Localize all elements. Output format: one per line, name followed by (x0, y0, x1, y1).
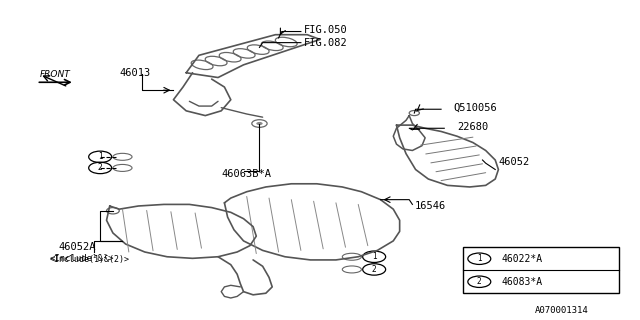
Text: 46052A: 46052A (59, 242, 96, 252)
Text: A070001314: A070001314 (535, 306, 589, 315)
Text: 2: 2 (477, 277, 482, 286)
Text: 2: 2 (372, 265, 376, 274)
Text: 16546: 16546 (414, 201, 445, 211)
Text: 46022*A: 46022*A (502, 254, 543, 264)
Text: 46052: 46052 (499, 156, 530, 167)
Text: 2: 2 (98, 164, 102, 172)
Text: 1: 1 (372, 252, 376, 261)
Text: 22680: 22680 (457, 122, 488, 132)
Text: 1: 1 (98, 152, 102, 161)
Text: <Include¹&²>: <Include¹&²> (49, 254, 114, 263)
Text: 46013: 46013 (120, 68, 151, 78)
Text: FIG.050: FIG.050 (304, 25, 348, 35)
Text: 46083*A: 46083*A (502, 277, 543, 287)
Text: Q510056: Q510056 (454, 103, 497, 113)
Text: FIG.082: FIG.082 (304, 38, 348, 48)
Bar (463, 247, 620, 293)
Text: 1: 1 (477, 254, 482, 263)
Text: 46063B*A: 46063B*A (221, 169, 271, 179)
Circle shape (256, 122, 262, 125)
Text: FRONT: FRONT (40, 70, 71, 79)
Text: <Include(1)&(2)>: <Include(1)&(2)> (49, 255, 129, 264)
